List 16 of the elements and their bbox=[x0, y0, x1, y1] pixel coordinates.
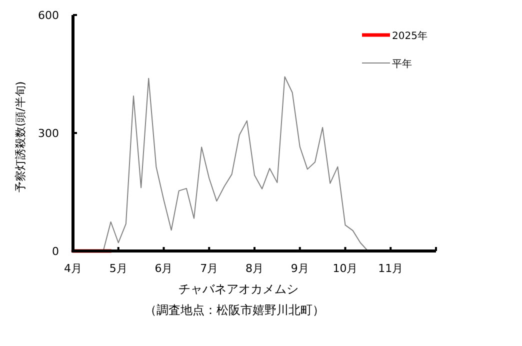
y-tick-label: 300 bbox=[38, 127, 59, 140]
y-tick-label: 0 bbox=[52, 245, 59, 258]
x-tick-label: 5月 bbox=[109, 262, 128, 275]
text: （調査地点：松阪市嬉野川北町） bbox=[144, 303, 324, 317]
x-tick-label: 11月 bbox=[378, 262, 404, 275]
x-tick-label: 6月 bbox=[154, 262, 173, 275]
x-tick-label: 9月 bbox=[290, 262, 309, 275]
x-tick-label: 10月 bbox=[332, 262, 358, 275]
x-tick-label: 7月 bbox=[200, 262, 218, 275]
y-tick-label: 600 bbox=[38, 9, 59, 22]
legend-label: 2025年 bbox=[392, 30, 428, 42]
y-axis-title: 予察灯誘殺数(頭/半旬) bbox=[14, 81, 27, 193]
legend-label: 平年 bbox=[392, 58, 412, 70]
x-axis-title: チャバネアオカメムシ bbox=[178, 282, 298, 296]
x-tick-label: 4月 bbox=[64, 262, 82, 275]
x-tick-label: 8月 bbox=[246, 262, 264, 275]
